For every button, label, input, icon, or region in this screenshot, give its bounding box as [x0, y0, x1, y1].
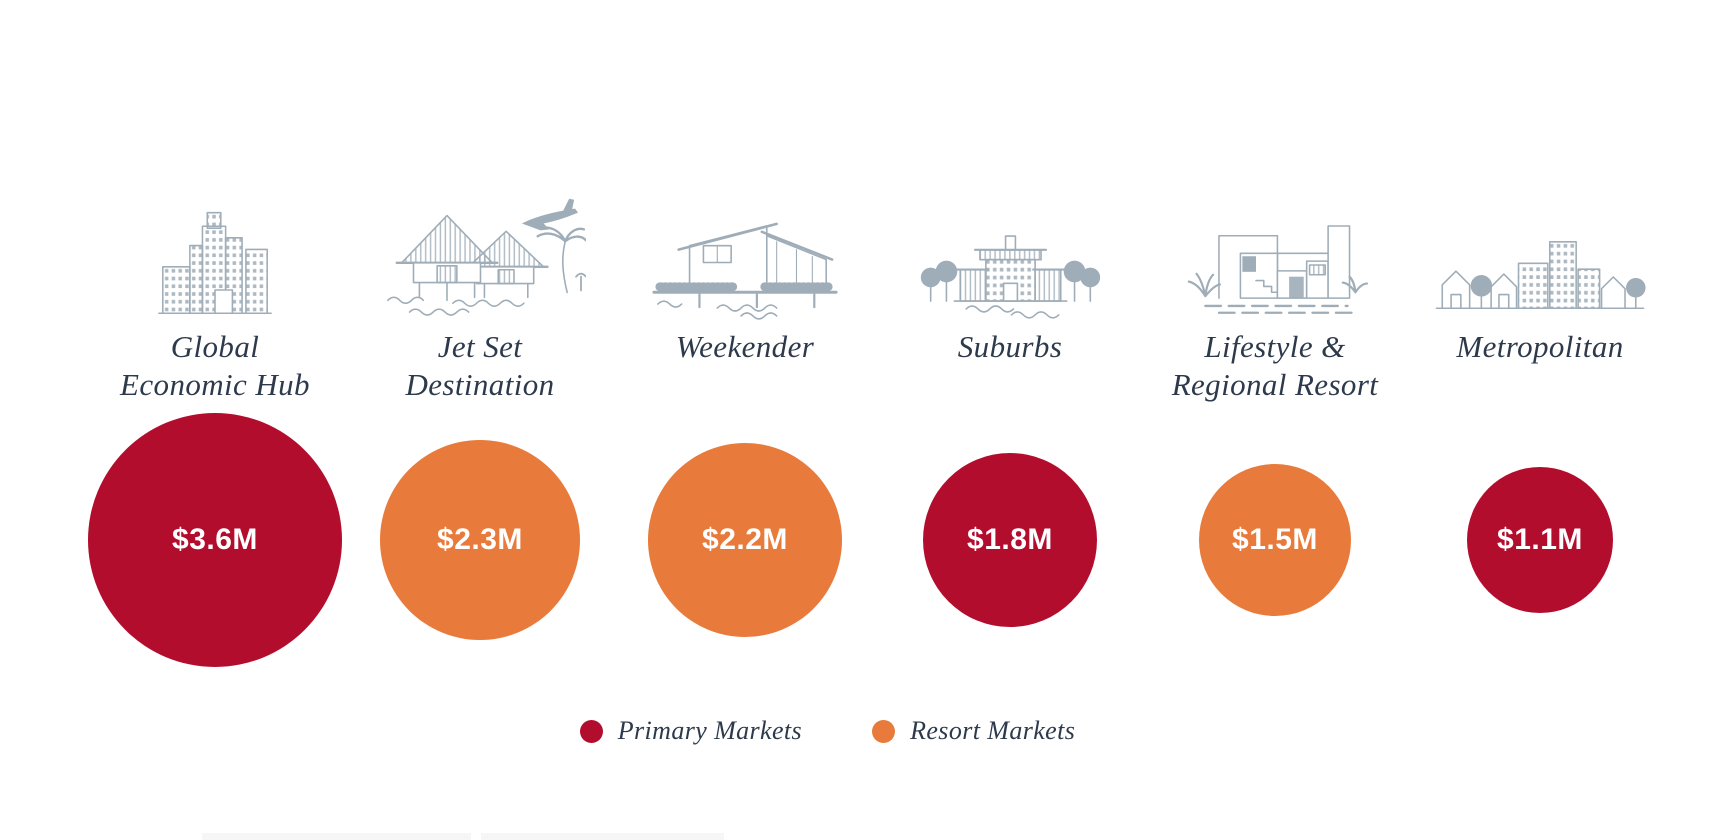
- market-value: $1.8M: [967, 523, 1053, 556]
- market-label-line1: Suburbs: [957, 329, 1063, 364]
- market-column-jet-set-destination: Jet Set Destination $2.3M: [340, 0, 620, 840]
- overwater-bungalow-jet-icon: [340, 190, 620, 320]
- market-bubble: $1.5M: [1199, 464, 1351, 616]
- market-label-line2: Economic Hub: [120, 367, 310, 402]
- market-label: Global Economic Hub: [50, 328, 380, 404]
- market-label: Jet Set Destination: [315, 328, 645, 404]
- market-label-line1: Metropolitan: [1456, 329, 1624, 364]
- market-label-line1: Jet Set: [437, 329, 523, 364]
- city-skyline-icon: [75, 190, 355, 320]
- market-label: Lifestyle & Regional Resort: [1110, 328, 1440, 404]
- market-bubble: $2.2M: [648, 443, 842, 637]
- market-bubble: $1.1M: [1467, 467, 1613, 613]
- market-value: $3.6M: [172, 523, 258, 556]
- legend-item-primary-markets: Primary Markets: [579, 716, 803, 746]
- modern-resort-villa-icon: [1135, 190, 1415, 320]
- legend-label: Primary Markets: [617, 716, 803, 745]
- market-bubble: $1.8M: [923, 453, 1097, 627]
- cropped-bottom-strip: [481, 833, 724, 840]
- market-label-line1: Global: [170, 329, 260, 364]
- legend: Primary Markets Resort Markets: [0, 716, 1720, 746]
- market-label-line1: Weekender: [675, 329, 815, 364]
- legend-item-resort-markets: Resort Markets: [872, 716, 1075, 746]
- market-value: $1.5M: [1232, 523, 1318, 556]
- market-column-weekender: Weekender $2.2M: [605, 0, 885, 840]
- resort-markets-dot-icon: [872, 719, 896, 743]
- market-label: Suburbs: [845, 328, 1175, 366]
- legend-label: Resort Markets: [910, 716, 1076, 745]
- market-column-lifestyle-regional-resort: Lifestyle & Regional Resort $1.5M: [1135, 0, 1415, 840]
- market-column-suburbs: Suburbs $1.8M: [870, 0, 1150, 840]
- market-label-line2: Regional Resort: [1171, 367, 1379, 402]
- cropped-bottom-strip: [202, 833, 471, 840]
- metropolitan-skyline-icon: [1400, 190, 1680, 320]
- market-bubble: $3.6M: [88, 413, 342, 667]
- market-label: Weekender: [580, 328, 910, 366]
- market-value: $2.2M: [702, 523, 788, 556]
- market-label-line2: Destination: [405, 367, 555, 402]
- lakefront-house-icon: [605, 190, 885, 320]
- market-column-metropolitan: Metropolitan $1.1M: [1400, 0, 1680, 840]
- market-bubble: $2.3M: [380, 440, 580, 640]
- market-value: $1.1M: [1497, 523, 1583, 556]
- suburban-estate-icon: [870, 190, 1150, 320]
- market-label: Metropolitan: [1375, 328, 1705, 366]
- primary-markets-dot-icon: [579, 719, 603, 743]
- market-value: $2.3M: [437, 523, 523, 556]
- market-label-line1: Lifestyle &: [1204, 329, 1346, 364]
- market-column-global-economic-hub: Global Economic Hub $3.6M: [75, 0, 355, 840]
